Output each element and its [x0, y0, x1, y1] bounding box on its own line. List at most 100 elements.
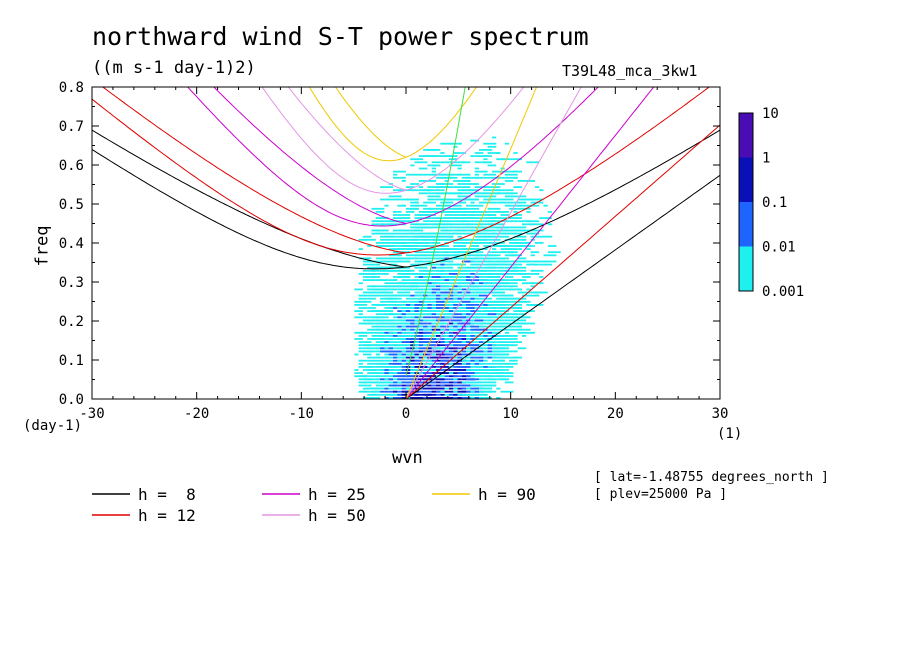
heatmap-cell — [375, 316, 385, 319]
heatmap-cell — [388, 232, 402, 235]
heatmap-cell — [380, 304, 385, 306]
heatmap-cell — [496, 152, 501, 154]
heatmap-cell — [431, 307, 436, 309]
heatmap-cell — [440, 279, 445, 281]
heatmap-cell — [500, 338, 514, 340]
heatmap-cell — [483, 235, 492, 238]
heatmap-cell — [397, 366, 402, 368]
heatmap-cell — [487, 229, 497, 232]
heatmap-cell — [367, 350, 372, 353]
heatmap-cell — [534, 260, 548, 263]
heatmap-cell — [457, 245, 462, 247]
heatmap-cell — [470, 331, 475, 334]
heatmap-cell — [393, 279, 398, 281]
heatmap-cell — [423, 242, 432, 244]
heatmap-cell — [513, 232, 518, 235]
heatmap-cell — [483, 304, 492, 306]
heatmap-cell — [371, 331, 385, 334]
heatmap-cell — [397, 204, 406, 207]
heatmap-cell — [483, 257, 492, 260]
heatmap-cell — [513, 316, 518, 319]
heatmap-cell — [504, 263, 518, 266]
heatmap-cell — [397, 397, 402, 399]
heatmap-cell — [483, 195, 488, 198]
heatmap-cell — [461, 353, 471, 356]
heatmap-cell — [461, 186, 471, 188]
heatmap-cell — [496, 338, 501, 340]
heatmap-cell — [483, 176, 488, 179]
heatmap-cell — [461, 183, 467, 185]
heatmap-cell — [479, 294, 488, 297]
heatmap-cell — [431, 381, 436, 384]
heatmap-cell — [517, 229, 531, 232]
heatmap-cell — [500, 304, 510, 306]
heatmap-cell — [457, 180, 471, 182]
heatmap-cell — [405, 387, 411, 390]
heatmap-cell — [448, 260, 454, 263]
heatmap-cell — [513, 170, 518, 173]
heatmap-cell — [509, 344, 518, 347]
heatmap-cell — [444, 266, 454, 269]
heatmap-cell — [436, 204, 449, 207]
heatmap-cell — [440, 362, 445, 365]
heatmap-cell — [354, 331, 363, 334]
heatmap-cell — [380, 186, 393, 188]
heatmap-cell — [487, 145, 497, 148]
heatmap-cell — [440, 238, 449, 241]
heatmap-cell — [500, 260, 505, 263]
heatmap-cell — [384, 260, 389, 263]
heatmap-cell — [444, 372, 449, 374]
heatmap-cell — [534, 273, 540, 275]
heatmap-cell — [440, 266, 445, 269]
rossby-n1 — [287, 87, 407, 191]
heatmap-cell — [410, 288, 424, 291]
heatmap-cell — [479, 276, 484, 278]
heatmap-cell — [440, 263, 445, 266]
heatmap-cell — [530, 229, 544, 232]
heatmap-cell — [362, 263, 376, 266]
heatmap-cell — [470, 207, 479, 210]
heatmap-cell — [474, 173, 479, 176]
heatmap-cell — [431, 226, 436, 229]
heatmap-cell — [367, 245, 372, 247]
heatmap-cell — [504, 288, 514, 291]
heatmap-cell — [517, 195, 527, 198]
heatmap-cell — [418, 257, 424, 260]
heatmap-cell — [461, 273, 467, 275]
heatmap-cell — [397, 276, 402, 278]
heatmap-cell — [423, 266, 428, 269]
heatmap-cell — [479, 347, 488, 350]
heatmap-cell — [354, 316, 363, 319]
heatmap-cell — [526, 211, 531, 213]
heatmap-cell — [393, 325, 398, 328]
heatmap-cell — [500, 378, 510, 381]
heatmap-cell — [375, 276, 381, 278]
heatmap-cell — [461, 201, 467, 204]
heatmap-cell — [414, 173, 424, 176]
heatmap-cell — [436, 282, 441, 285]
heatmap-cell — [362, 316, 368, 319]
heatmap-cell — [474, 297, 479, 300]
heatmap-cell — [504, 142, 510, 145]
heatmap-cell — [461, 266, 471, 269]
heatmap-cell — [427, 192, 432, 195]
heatmap-cell — [513, 176, 518, 179]
heatmap-cell — [500, 198, 514, 201]
heatmap-cell — [453, 232, 458, 235]
rossby-n1 — [92, 129, 407, 268]
heatmap-cell — [397, 229, 411, 232]
heatmap-cell — [453, 186, 462, 188]
heatmap-cell — [431, 189, 441, 192]
heatmap-cell — [491, 341, 497, 343]
heatmap-cell — [423, 257, 432, 260]
heatmap-cell — [517, 207, 527, 210]
heatmap-cell — [444, 387, 449, 390]
heatmap-cell — [500, 158, 510, 161]
heatmap-cell — [440, 375, 445, 378]
heatmap-cell — [362, 273, 376, 275]
heatmap-cell — [388, 378, 393, 381]
heatmap-cell — [479, 381, 484, 384]
heatmap-cell — [496, 328, 505, 331]
heatmap-cell — [461, 297, 471, 300]
heatmap-cell — [470, 223, 475, 226]
